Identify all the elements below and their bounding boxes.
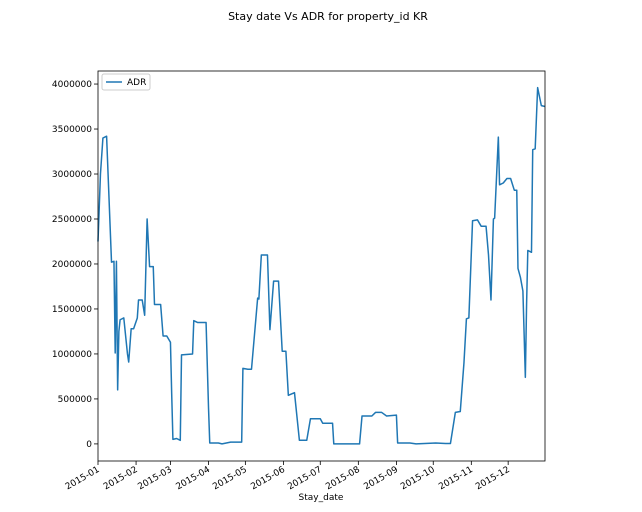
x-tick-label: 2015-03 [136,465,174,492]
y-tick-label: 2500000 [52,215,92,225]
x-tick-label: 2015-06 [249,465,287,493]
x-tick-label: 2015-08 [324,465,362,493]
x-tick-label: 2015-04 [174,465,212,493]
y-tick-label: 0 [86,440,92,450]
y-tick-label: 2000000 [52,260,92,270]
legend-label: ADR [127,78,146,88]
y-tick-label: 1500000 [52,305,92,315]
line [97,86,546,445]
y-tick-label: 1000000 [52,350,92,360]
x-tick-label: 2015-12 [474,465,512,492]
x-tick-label: 2015-07 [286,465,324,492]
x-tick-label: 2015-05 [211,465,249,492]
x-tick-label: 2015-01 [64,465,102,492]
y-tick-label: 3500000 [52,125,92,135]
y-tick-label: 4000000 [52,80,92,90]
y-tick-label: 500000 [58,395,93,405]
x-tick-label: 2015-02 [102,465,140,492]
y-tick-label: 3000000 [52,170,92,180]
x-axis-label: Stay_date [299,493,344,503]
x-tick-label: 2015-11 [437,465,475,492]
x-tick-label: 2015-09 [362,465,400,493]
legend-box [101,73,151,91]
x-tick-label: 2015-10 [399,465,437,493]
plot-frame [97,70,546,462]
chart-title: Stay date Vs ADR for property_id KR [228,10,428,23]
